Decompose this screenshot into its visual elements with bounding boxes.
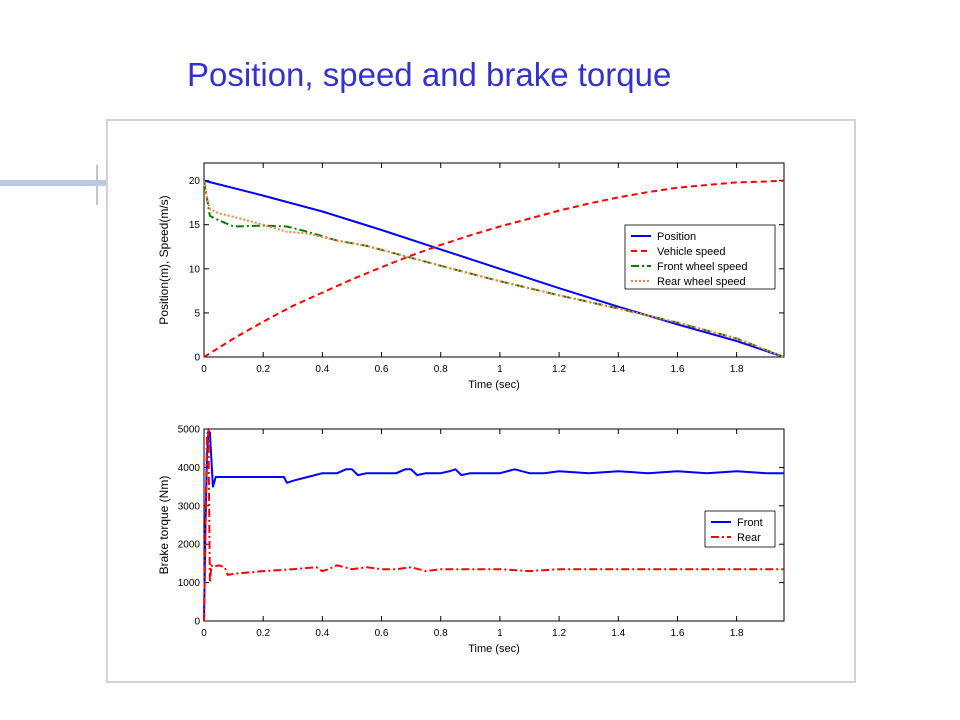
legend-label: Rear — [737, 532, 761, 544]
x-tick-label: 0.4 — [315, 628, 329, 639]
chart-1: 0 0.2 0.4 0.6 0.8 1 1.2 1.4 1.6 1.8 0 5 10 15 20 Time (… — [157, 162, 785, 391]
y-tick-label: 4000 — [178, 463, 201, 474]
chart-2: 0 0.2 0.4 0.6 0.8 1 1.2 1.4 1.6 1.8 0 1000 2000 3000 4… — [157, 425, 785, 655]
x-tick-label: 1 — [497, 364, 503, 375]
x-axis-label: Time (sec) — [468, 379, 520, 391]
legend-label: Front — [737, 517, 763, 529]
x-tick-label: 0.8 — [434, 364, 448, 375]
x-tick-label: 0 — [201, 364, 207, 375]
plot-area — [203, 428, 785, 622]
y-tick-label: 5000 — [178, 425, 201, 436]
x-tick-label: 0.6 — [375, 364, 389, 375]
decorative-bar-vertical — [96, 165, 98, 205]
x-tick-label: 1.8 — [730, 628, 744, 639]
y-tick-label: 1000 — [178, 578, 201, 589]
x-tick-label: 0.6 — [375, 628, 389, 639]
y-tick-label: 0 — [194, 617, 200, 628]
x-axis-label: Time (sec) — [468, 643, 520, 655]
x-tick-label: 0.4 — [315, 364, 329, 375]
y-axis-label: Position(m), Speed(m/s) — [157, 195, 171, 324]
x-tick-label: 0.2 — [256, 364, 270, 375]
y-tick-label: 5 — [194, 308, 200, 319]
x-tick-label: 1.2 — [552, 364, 566, 375]
figure-frame: 0 0.2 0.4 0.6 0.8 1 1.2 1.4 1.6 1.8 0 5 10 15 20 Time (… — [106, 119, 856, 683]
legend-label: Vehicle speed — [657, 246, 726, 258]
x-tick-label: 1.4 — [611, 628, 625, 639]
x-tick-label: 1.6 — [671, 364, 685, 375]
y-axis-label: Brake torque (Nm) — [157, 476, 171, 575]
slide-title: Position, speed and brake torque — [187, 56, 672, 93]
series-rear-wheel-speed — [203, 180, 785, 358]
y-tick-label: 3000 — [178, 501, 201, 512]
legend-label: Rear wheel speed — [657, 276, 746, 288]
x-tick-label: 1.2 — [552, 628, 566, 639]
y-tick-label: 10 — [189, 264, 201, 275]
x-tick-label: 1.6 — [671, 628, 685, 639]
series-front — [203, 429, 784, 622]
series-position — [203, 179, 785, 358]
legend-box — [704, 510, 776, 548]
y-tick-label: 2000 — [178, 540, 201, 551]
legend-label: Position — [657, 231, 696, 243]
x-tick-label: 0.2 — [256, 628, 270, 639]
x-tick-label: 1.8 — [730, 364, 744, 375]
decorative-bar-left — [0, 180, 106, 186]
y-tick-label: 0 — [194, 353, 200, 364]
y-tick-label: 15 — [189, 220, 201, 231]
legend-label: Front wheel speed — [657, 261, 748, 273]
series-front-wheel-speed — [203, 180, 785, 358]
x-tick-label: 0 — [201, 628, 207, 639]
x-tick-label: 1.4 — [611, 364, 625, 375]
x-tick-label: 1 — [497, 628, 503, 639]
series-rear — [203, 428, 784, 622]
x-tick-label: 0.8 — [434, 628, 448, 639]
y-tick-label: 20 — [189, 176, 201, 187]
series-vehicle-speed — [203, 179, 785, 358]
